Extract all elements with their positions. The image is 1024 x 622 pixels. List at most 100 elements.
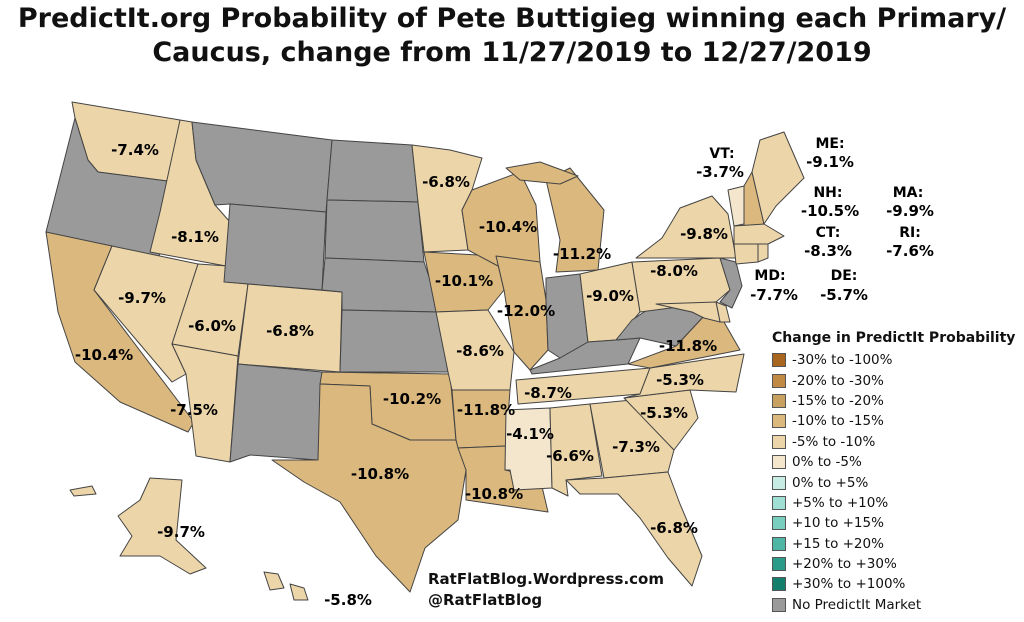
credit: RatFlatBlog.Wordpress.com @RatFlatBlog [428,569,664,611]
ri-value: -7.6% [886,242,934,260]
vt-value: -3.7% [696,163,744,181]
state-CT [733,243,759,265]
label-NC: -5.3% [656,371,704,389]
legend-item: -30% to -100% [772,350,1022,370]
legend-item: -10% to -15% [772,411,1022,431]
label-CO: -6.8% [266,322,314,340]
legend-label: -15% to -20% [792,392,884,409]
label-FL: -6.8% [650,519,698,537]
legend-swatch [772,414,786,429]
credit-website: RatFlatBlog.Wordpress.com [428,570,664,588]
legend-label: -20% to -30% [792,372,884,389]
state-IL [495,255,549,371]
label-IL: -12.0% [497,302,555,320]
state-HI-2 [289,583,309,601]
label-MO: -8.6% [456,342,504,360]
legend-item: +30% to +100% [772,574,1022,594]
legend-item: +5% to +10% [772,493,1022,513]
label-CA: -10.4% [75,346,133,364]
nh-value: -10.5% [801,202,859,220]
label-UT: -6.0% [188,317,236,335]
legend-label: +20% to +30% [792,556,897,573]
label-HI: -5.8% [324,591,372,609]
legend-swatch [772,353,786,368]
state-PA [631,257,731,313]
state-MI-UP [505,161,579,185]
label-AZ: -7.5% [170,401,218,419]
state-FL [565,471,703,587]
legend-swatch [772,597,786,612]
ma-value: -9.9% [886,202,934,220]
legend-items: -30% to -100% -20% to -30% -15% to -20% -10… [772,350,1022,615]
legend-label: 0% to -5% [792,454,862,471]
state-ND [326,139,419,203]
legend-label: -5% to -10% [792,433,876,450]
legend-item: -15% to -20% [772,391,1022,411]
legend-item: +20% to +30% [772,554,1022,574]
state-NM [229,363,323,463]
label-WI: -10.4% [479,218,537,236]
legend-label: +10 to +15% [792,515,884,532]
state-AZ [171,343,239,463]
state-AK [117,477,207,575]
legend-item: +10 to +15% [772,513,1022,533]
legend-item: +15 to +20% [772,534,1022,554]
label-TX: -10.8% [351,465,409,483]
legend-label: 0% to +5% [792,474,869,491]
legend: Change in PredictIt Probability -30% to … [772,330,1022,615]
legend-swatch [772,536,786,551]
me-value: -9.1% [806,153,854,171]
state-VT [727,185,745,227]
legend-swatch [772,577,786,592]
legend-swatch [772,495,786,510]
label-ID: -8.1% [171,228,219,246]
de-abbr: DE: [831,268,858,284]
label-MI: -11.2% [553,245,611,263]
vt-abbr: VT: [709,146,734,162]
ri-abbr: RI: [899,225,921,241]
state-RI [757,243,769,263]
label-OK: -10.2% [383,390,441,408]
state-AK-chain [69,485,97,497]
ma-abbr: MA: [893,185,924,201]
state-MA [733,223,785,245]
legend-label: +15 to +20% [792,535,884,552]
legend-label: +30% to +100% [792,576,906,593]
label-NY: -9.8% [680,225,728,243]
legend-label: +5% to +10% [792,494,889,511]
state-AR [451,389,511,449]
legend-label: -30% to -100% [792,352,893,369]
label-AK: -9.7% [157,523,205,541]
label-IA: -10.1% [435,272,493,290]
legend-swatch [772,557,786,572]
label-AR: -11.8% [457,401,515,419]
label-PA: -8.0% [650,262,698,280]
ct-abbr: CT: [816,225,841,241]
label-NV: -9.7% [118,289,166,307]
state-MD [655,301,721,323]
legend-item: No PredictIt Market [772,595,1022,615]
state-NY [635,195,737,259]
label-MN: -6.8% [422,173,470,191]
label-SC: -5.3% [640,404,688,422]
label-MS: -4.1% [506,425,554,443]
ct-value: -8.3% [804,242,852,260]
label-WA: -7.4% [111,141,159,159]
map-title: PredictIt.org Probability of Pete Buttig… [17,3,1007,68]
legend-swatch [772,373,786,388]
legend-item: 0% to -5% [772,452,1022,472]
de-value: -5.7% [820,286,868,304]
state-SD [324,199,425,263]
label-GA: -7.3% [612,438,660,456]
nh-abbr: NH: [813,185,842,201]
legend-item: 0% to +5% [772,472,1022,492]
legend-label: -10% to -15% [792,413,884,430]
label-TN: -8.7% [524,384,572,402]
state-KS [339,309,449,373]
legend-swatch [772,455,786,470]
legend-item: -5% to -10% [772,432,1022,452]
state-WY [223,203,327,291]
legend-swatch [772,434,786,449]
me-abbr: ME: [815,136,844,152]
